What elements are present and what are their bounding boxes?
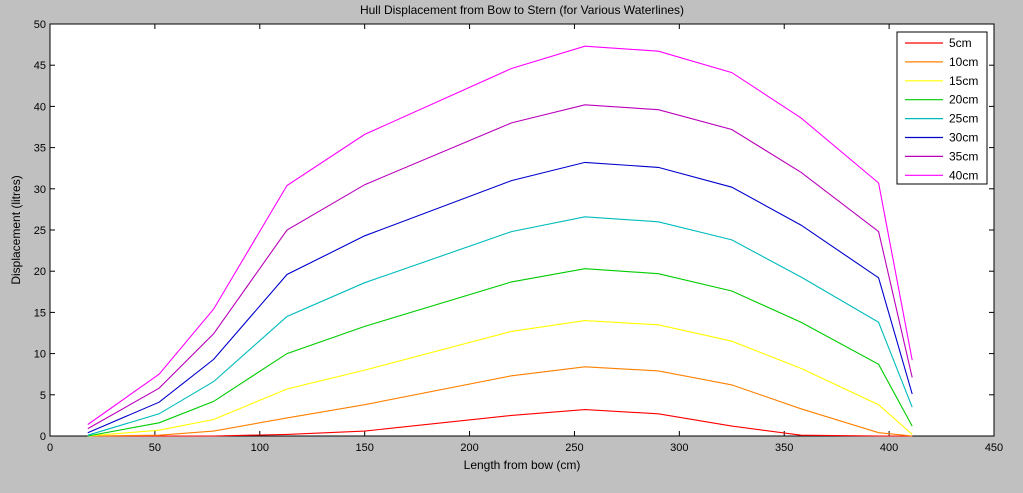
x-axis-label: Length from bow (cm) <box>464 458 581 472</box>
y-tick-label: 30 <box>34 184 46 196</box>
x-tick-label: 350 <box>775 442 793 454</box>
x-tick-label: 200 <box>460 442 478 454</box>
axis-ticks: 0 50 100 150 200 250 300 350 400 450 0 5 10 15 20 25 30 3… <box>34 19 1003 454</box>
y-tick-label: 45 <box>34 60 46 72</box>
legend-label: 25cm <box>949 112 978 126</box>
legend-label: 15cm <box>949 74 978 88</box>
y-tick-label: 40 <box>34 101 46 113</box>
y-tick-label: 15 <box>34 307 46 319</box>
x-tick-label: 300 <box>670 442 688 454</box>
series-line-10cm <box>87 366 913 437</box>
y-tick-label: 35 <box>34 143 46 155</box>
series-line-30cm <box>87 161 913 434</box>
series-line-25cm <box>87 216 913 436</box>
x-tick-label: 150 <box>355 442 373 454</box>
series-line-20cm <box>87 268 913 437</box>
series-line-35cm <box>87 104 913 430</box>
y-tick-label: 5 <box>40 390 46 402</box>
x-tick-label: 0 <box>47 442 53 454</box>
legend-label: 35cm <box>949 149 978 163</box>
legend-label: 10cm <box>949 55 978 69</box>
x-tick-label: 400 <box>880 442 898 454</box>
y-axis-label: Displacement (litres) <box>9 175 23 284</box>
chart-title: Hull Displacement from Bow to Stern (for… <box>360 3 684 17</box>
y-tick-label: 25 <box>34 225 46 237</box>
y-tick-label: 50 <box>34 19 46 31</box>
legend-label: 20cm <box>949 93 978 107</box>
series-line-15cm <box>87 320 913 437</box>
y-tick-label: 10 <box>34 349 46 361</box>
series-lines <box>87 45 913 437</box>
x-tick-label: 100 <box>251 442 269 454</box>
x-tick-label: 450 <box>985 442 1003 454</box>
legend-label: 5cm <box>949 36 972 50</box>
y-tick-label: 20 <box>34 266 46 278</box>
legend-box <box>896 31 988 185</box>
y-tick-label: 0 <box>40 431 46 443</box>
legend-label: 40cm <box>949 168 978 182</box>
series-line-5cm <box>87 409 913 437</box>
series-line-40cm <box>87 45 913 425</box>
x-tick-label: 250 <box>565 442 583 454</box>
legend: 5cm 10cm 15cm 20cm 25cm 30cm 35cm 40cm <box>896 31 988 185</box>
x-tick-label: 50 <box>149 442 161 454</box>
legend-label: 30cm <box>949 131 978 145</box>
